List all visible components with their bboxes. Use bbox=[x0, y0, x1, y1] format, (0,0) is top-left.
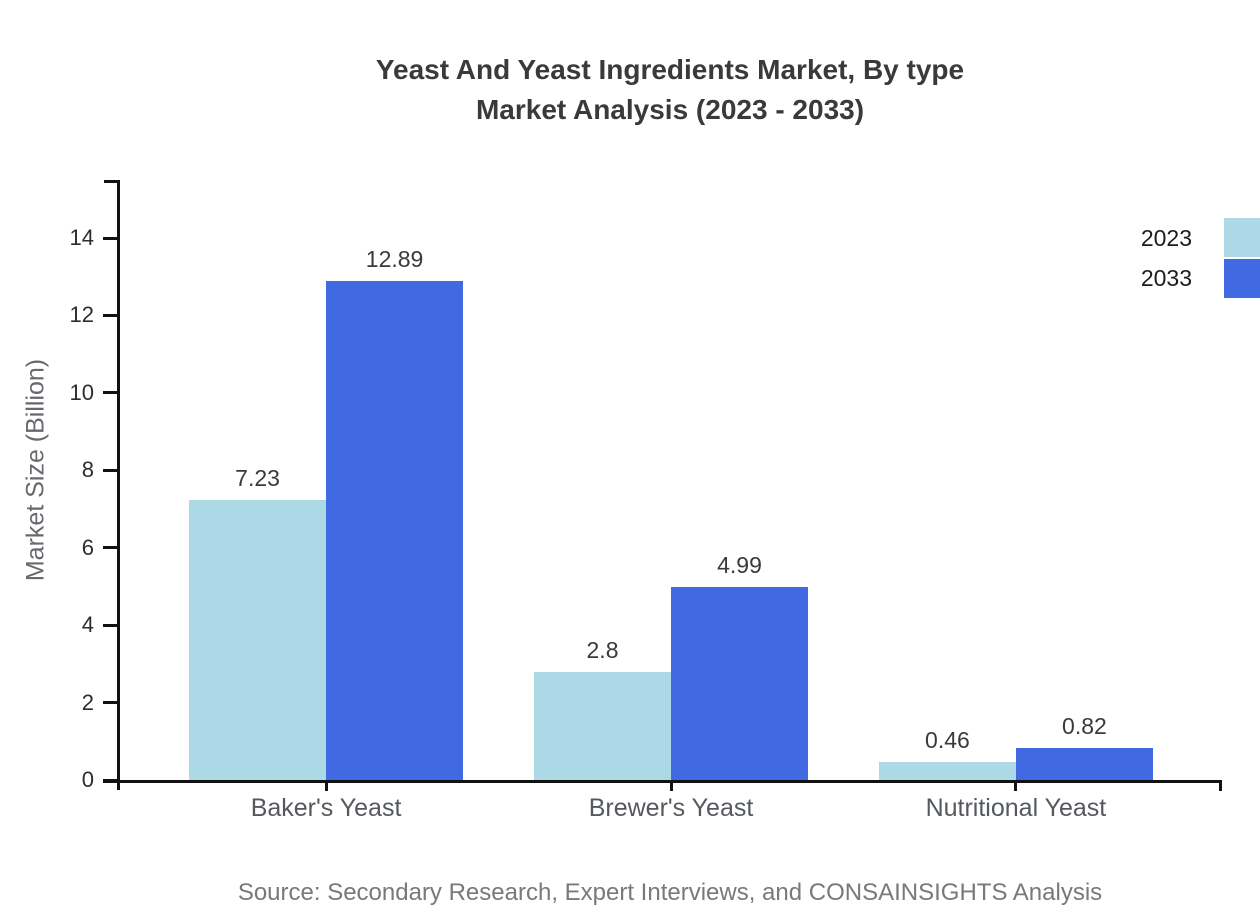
bar-2033-baker-s-yeast bbox=[326, 281, 464, 780]
y-tick-10 bbox=[103, 391, 117, 395]
bar-2033-brewer-s-yeast bbox=[671, 586, 808, 780]
value-label-2033-nutritional-yeast: 0.82 bbox=[1062, 713, 1107, 740]
y-tick-8 bbox=[103, 468, 117, 472]
y-tick-label-0: 0 bbox=[81, 767, 94, 792]
y-tick-label-4: 4 bbox=[81, 612, 94, 638]
bar-2023-brewer-s-yeast bbox=[534, 671, 671, 780]
y-tick-0 bbox=[103, 778, 117, 782]
source-attribution: Source: Secondary Research, Expert Inter… bbox=[237, 879, 1103, 906]
chart-title: Yeast And Yeast Ingredients Market, By t… bbox=[80, 50, 1260, 130]
value-label-2033-brewer-s-yeast: 4.99 bbox=[717, 551, 762, 578]
y-axis-top-tick bbox=[104, 180, 118, 183]
bar-2033-nutritional-yeast bbox=[1015, 748, 1153, 780]
category-label-brewer-s-yeast: Brewer's Yeast bbox=[588, 794, 754, 822]
x-axis-line bbox=[103, 780, 1222, 783]
y-tick-6 bbox=[103, 546, 117, 550]
chart-title-line-1: Yeast And Yeast Ingredients Market, By t… bbox=[375, 54, 965, 85]
y-tick-label-12: 12 bbox=[69, 302, 94, 328]
legend-label-2023: 2023 bbox=[1140, 225, 1192, 251]
y-tick-12 bbox=[103, 313, 117, 317]
bar-2023-nutritional-yeast bbox=[878, 762, 1016, 780]
y-axis-line bbox=[117, 180, 120, 790]
plot-area: 0 2 4 6 8 10 12 14 Baker's Yeast 7.23 12.89 Brewer'… bbox=[70, 180, 1222, 822]
legend-label-2033: 2033 bbox=[1140, 265, 1192, 291]
legend-swatch-2023 bbox=[1224, 218, 1260, 257]
y-tick-label-14: 14 bbox=[69, 225, 94, 251]
x-tick-nutritional-yeast bbox=[1014, 780, 1018, 791]
chart-title-line-2: Market Analysis (2023 - 2033) bbox=[475, 94, 865, 125]
x-tick-brewer-s-yeast bbox=[669, 780, 673, 791]
y-tick-label-10: 10 bbox=[69, 379, 94, 405]
y-tick-label-2: 2 bbox=[81, 689, 94, 715]
x-axis-end-tick bbox=[1219, 780, 1222, 791]
y-tick-label-6: 6 bbox=[81, 534, 94, 560]
y-tick-2 bbox=[103, 701, 117, 705]
value-label-2033-baker-s-yeast: 12.89 bbox=[365, 246, 424, 273]
value-label-2023-baker-s-yeast: 7.23 bbox=[235, 465, 280, 492]
value-label-2023-brewer-s-yeast: 2.8 bbox=[586, 636, 619, 663]
category-label-baker-s-yeast: Baker's Yeast bbox=[250, 794, 402, 822]
y-tick-4 bbox=[103, 623, 117, 627]
x-tick-baker-s-yeast bbox=[324, 780, 328, 791]
y-tick-label-8: 8 bbox=[81, 457, 94, 483]
category-label-nutritional-yeast: Nutritional Yeast bbox=[925, 794, 1107, 822]
y-tick-14 bbox=[103, 236, 117, 240]
y-axis-title: Market Size (Billion) bbox=[21, 358, 50, 582]
bar-2023-baker-s-yeast bbox=[189, 500, 327, 780]
value-label-2023-nutritional-yeast: 0.46 bbox=[925, 727, 970, 754]
legend-swatch-2033 bbox=[1224, 259, 1260, 298]
